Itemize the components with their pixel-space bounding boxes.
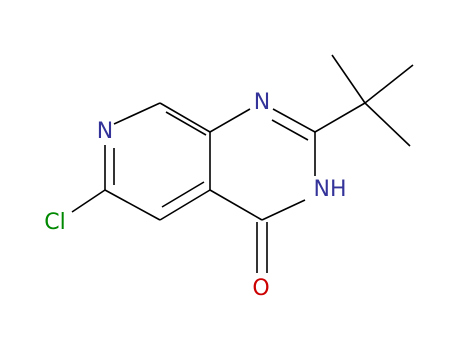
atom-label: NH bbox=[314, 177, 347, 202]
atom-label: Cl bbox=[44, 210, 65, 235]
atom-label: O bbox=[252, 276, 269, 301]
atom-label: N bbox=[254, 90, 270, 115]
bonds bbox=[71, 54, 414, 273]
atom-label: N bbox=[97, 119, 113, 144]
